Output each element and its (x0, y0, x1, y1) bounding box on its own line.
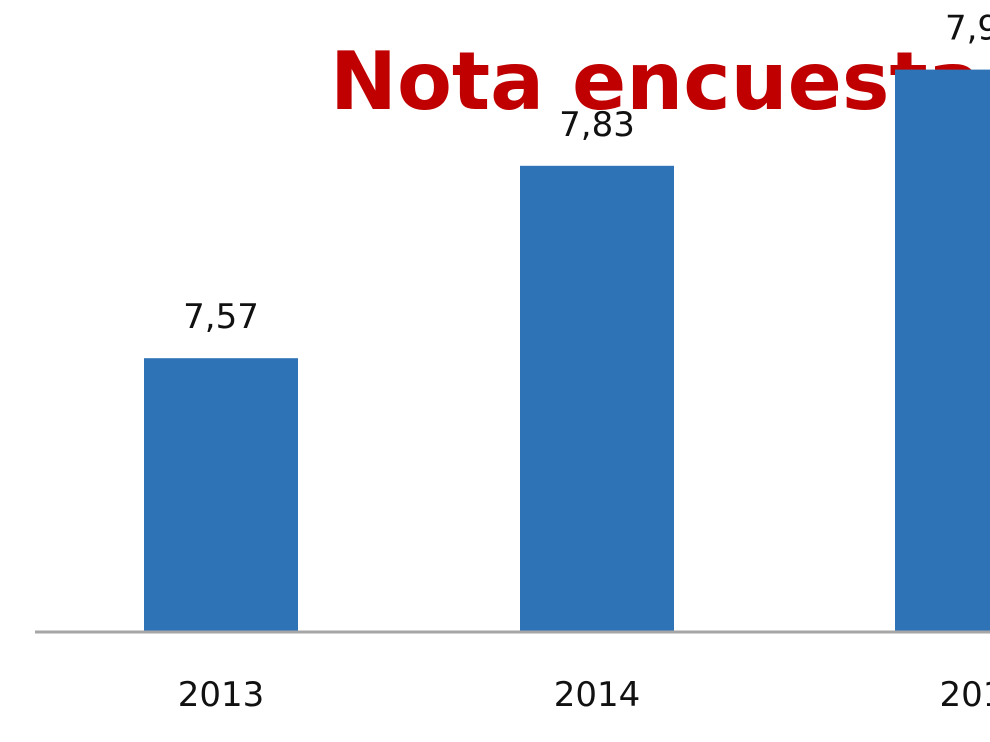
x-tick-label-2015: 201 (940, 675, 990, 715)
data-label-2015: 7,9 (945, 9, 990, 49)
bar-2014 (520, 165, 674, 633)
x-tick-label-2013: 2013 (178, 675, 265, 715)
bars-layer (144, 69, 990, 633)
data-label-2014: 7,83 (559, 105, 635, 145)
x-tick-label-2014: 2014 (554, 675, 641, 715)
data-label-2013: 7,57 (183, 297, 259, 337)
bar-2013 (144, 358, 298, 632)
x-tick-labels-layer: 2013 2014 201 (178, 675, 990, 715)
bar-2015 (895, 69, 990, 633)
chart-title: Nota encuesta (330, 35, 982, 128)
data-labels-layer: 7,57 7,83 7,9 (183, 9, 990, 338)
